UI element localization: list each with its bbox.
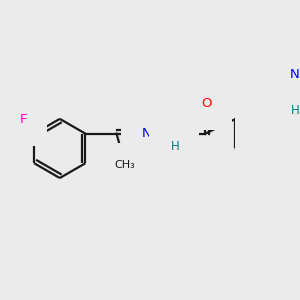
Text: N: N xyxy=(141,127,151,140)
Text: CH₃: CH₃ xyxy=(114,160,135,170)
Text: N: N xyxy=(290,68,299,81)
Text: H: H xyxy=(291,104,300,117)
Text: N: N xyxy=(169,127,179,140)
Text: H: H xyxy=(171,140,179,153)
Text: O: O xyxy=(202,97,212,110)
Text: F: F xyxy=(20,113,27,126)
Text: N: N xyxy=(280,113,290,126)
